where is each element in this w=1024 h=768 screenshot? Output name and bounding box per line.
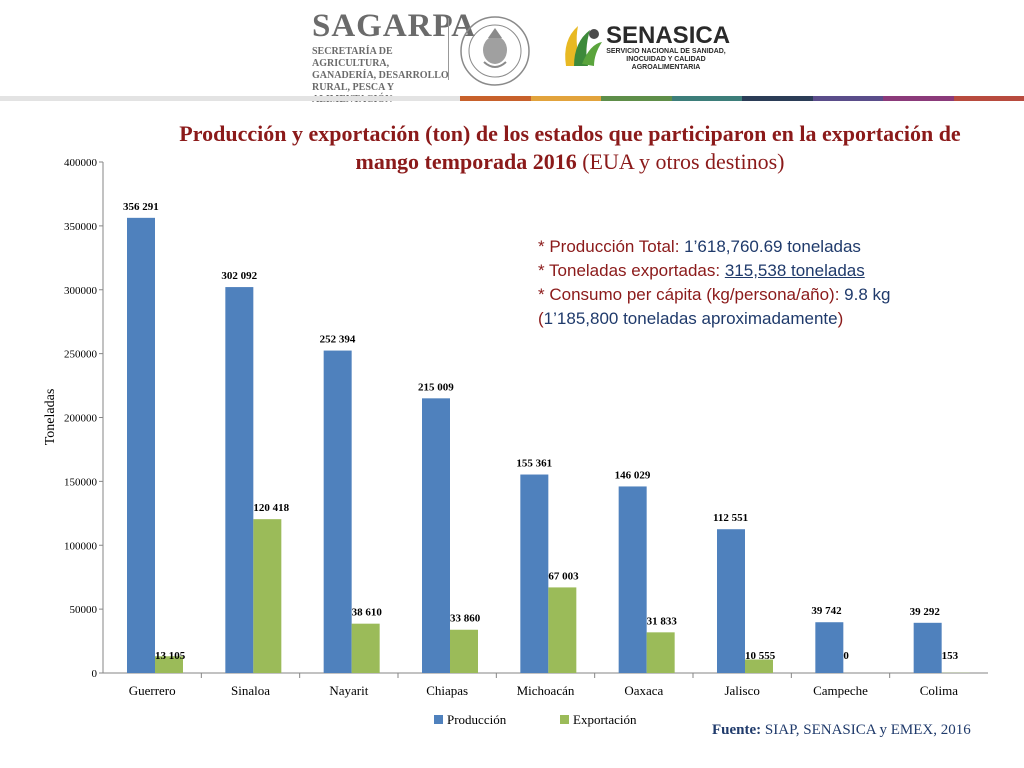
bar-exportacion (351, 623, 380, 673)
category-label: Guerrero (129, 683, 176, 698)
y-tick-label: 350000 (64, 221, 98, 233)
source-text: SIAP, SENASICA y EMEX, 2016 (761, 722, 971, 738)
senasica-subtitle: SERVICIO NACIONAL DE SANIDAD, INOCUIDAD … (606, 48, 726, 71)
mexico-seal-icon (460, 16, 530, 86)
bar-exportacion (155, 656, 183, 673)
source-citation: Fuente: SIAP, SENASICA y EMEX, 2016 (712, 722, 971, 739)
header-bar-segment (742, 96, 813, 101)
bar-produccion (815, 622, 844, 673)
header-bar-segment (812, 96, 883, 101)
bar-exportacion (646, 632, 675, 673)
header-bar-gray (0, 96, 460, 101)
legend-swatch (560, 715, 569, 724)
sagarpa-logo-text: SAGARPA (312, 8, 477, 44)
header-bar-segment (883, 96, 954, 101)
y-axis-label: Toneladas (43, 389, 58, 446)
note-paren-open: ( (538, 309, 544, 328)
category-label: Colima (920, 683, 959, 698)
bar-exportacion (253, 519, 282, 673)
note-exported-tons: * Toneladas exportadas: 315,538 tonelada… (538, 259, 890, 283)
y-tick-label: 50000 (70, 604, 98, 616)
bar-produccion (913, 622, 942, 673)
category-label: Oaxaca (624, 683, 663, 698)
data-label: 356 291 (123, 201, 159, 213)
source-label: Fuente: (712, 722, 762, 738)
legend-swatch (434, 715, 443, 724)
note-paren-close: ) (837, 309, 844, 328)
y-tick-label: 300000 (64, 285, 98, 297)
y-tick-label: 0 (92, 668, 98, 680)
data-label: 31 833 (647, 615, 678, 627)
bar-produccion (323, 350, 352, 673)
data-label: 153 (942, 650, 959, 662)
data-label: 10 555 (745, 650, 776, 662)
bar-produccion (717, 529, 745, 673)
data-label: 302 092 (221, 270, 257, 282)
note-total-production: * Producción Total: 1’618,760.69 tonelad… (538, 235, 890, 259)
data-label: 13 105 (155, 650, 186, 662)
data-label: 120 418 (253, 502, 289, 514)
header-bar-segment (460, 96, 531, 101)
note-value: 1’618,760.69 toneladas (684, 237, 861, 256)
y-tick-label: 100000 (64, 540, 98, 552)
chart-title-main: Producción y exportación (ton) de los es… (179, 121, 961, 174)
data-label: 39 742 (811, 605, 842, 617)
header: SAGARPA SECRETARÍA DE AGRICULTURA, GANAD… (0, 0, 1024, 105)
y-tick-label: 200000 (64, 413, 98, 425)
category-label: Michoacán (517, 683, 575, 698)
bar-produccion (422, 398, 450, 673)
note-value: 9.8 kg (844, 285, 891, 304)
category-label: Sinaloa (231, 683, 270, 698)
note-label: * Toneladas exportadas: (538, 261, 725, 280)
chart-title-destinations: (EUA y otros destinos) (582, 149, 785, 174)
category-label: Campeche (813, 683, 868, 698)
chart-title: Producción y exportación (ton) de los es… (150, 120, 990, 176)
senasica-emblem-icon (565, 26, 602, 66)
bar-produccion (618, 486, 647, 673)
note-value: 1’185,800 toneladas aproximadamente (543, 309, 838, 328)
summary-notes: * Producción Total: 1’618,760.69 tonelad… (538, 235, 890, 331)
y-tick-label: 150000 (64, 476, 98, 488)
data-label: 155 361 (516, 458, 552, 470)
data-label: 252 394 (320, 334, 356, 346)
bar-exportacion (745, 659, 773, 673)
data-label: 38 610 (352, 607, 383, 619)
y-tick-label: 400000 (64, 157, 98, 169)
data-label: 146 029 (615, 469, 651, 481)
note-per-capita: * Consumo per cápita (kg/persona/año): 9… (538, 283, 890, 307)
data-label: 215 009 (418, 381, 454, 393)
header-bar-segment (530, 96, 601, 101)
category-label: Chiapas (426, 683, 468, 698)
bar-produccion (520, 474, 549, 673)
bar-produccion (225, 287, 254, 673)
note-value: 315,538 toneladas (724, 261, 865, 280)
bar-produccion (127, 217, 155, 673)
header-divider (448, 18, 449, 80)
header-color-bar (0, 96, 1024, 101)
legend-label: Producción (447, 712, 507, 727)
legend-label: Exportación (573, 712, 637, 727)
bar-exportacion (548, 587, 577, 673)
data-label: 33 860 (450, 613, 481, 625)
note-label: * Consumo per cápita (kg/persona/año): (538, 285, 845, 304)
header-bar-segment (601, 96, 672, 101)
category-label: Nayarit (329, 683, 368, 698)
senasica-logo-text: SENASICA (606, 22, 731, 49)
header-bar-segment (953, 96, 1024, 101)
data-label: 112 551 (713, 512, 748, 524)
category-label: Jalisco (724, 683, 759, 698)
data-label: 39 292 (910, 606, 941, 618)
data-label: 67 003 (548, 570, 579, 582)
data-label: 0 (843, 650, 849, 662)
bar-exportacion (450, 629, 478, 673)
y-tick-label: 250000 (64, 349, 98, 361)
note-approximate-tons: (1’185,800 toneladas aproximadamente) (538, 307, 890, 331)
header-bar-segment (671, 96, 742, 101)
note-label: * Producción Total: (538, 237, 685, 256)
